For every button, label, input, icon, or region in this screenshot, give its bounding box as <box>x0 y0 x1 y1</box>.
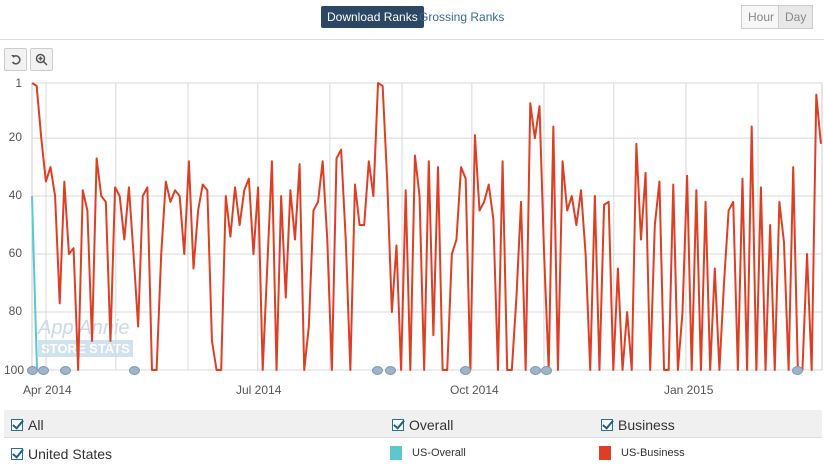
checkbox-icon[interactable] <box>11 419 23 431</box>
filter-row <box>4 410 822 438</box>
event-marker-icon[interactable] <box>129 366 140 375</box>
day-button[interactable]: Day <box>778 5 814 29</box>
event-marker-icon[interactable] <box>60 366 71 375</box>
watermark-logo: App Annie STORE STATS <box>38 318 133 357</box>
zoom-in-icon <box>35 53 48 66</box>
x-tick: Jul 2014 <box>236 383 282 397</box>
filter-label: All <box>28 417 44 433</box>
x-tick: Apr 2014 <box>23 383 72 397</box>
undo-icon <box>10 54 21 65</box>
event-marker-icon[interactable] <box>27 366 38 375</box>
rank-chart[interactable] <box>0 0 824 400</box>
y-tick: 60 <box>8 246 22 260</box>
checkbox-icon[interactable] <box>601 419 613 431</box>
event-marker-icon[interactable] <box>38 366 49 375</box>
filter-label: Business <box>618 417 675 433</box>
series-line-us-business <box>31 82 822 371</box>
legend-label: US-Overall <box>412 447 466 459</box>
event-marker-icon[interactable] <box>372 366 383 375</box>
divider <box>0 39 824 40</box>
zoom-in-button[interactable] <box>30 48 53 71</box>
event-marker-icon[interactable] <box>385 366 396 375</box>
hour-button[interactable]: Hour <box>741 5 782 29</box>
y-tick: 1 <box>15 76 22 90</box>
y-tick: 40 <box>8 188 22 202</box>
series-line-us-overall <box>31 196 38 371</box>
tab-download-ranks[interactable]: Download Ranks <box>321 6 424 28</box>
filter-overall[interactable]: Overall <box>392 417 453 433</box>
legend-swatch <box>390 446 402 460</box>
x-tick: Oct 2014 <box>450 383 499 397</box>
checkbox-icon[interactable] <box>392 419 404 431</box>
filter-united-states[interactable]: United States <box>11 446 112 462</box>
legend-label: US-Business <box>621 447 685 459</box>
filter-all[interactable]: All <box>11 417 44 433</box>
filter-label: Overall <box>409 417 454 433</box>
event-marker-icon[interactable] <box>530 366 541 375</box>
legend-us-overall[interactable]: US-Overall <box>390 446 466 460</box>
checkbox-icon[interactable] <box>11 448 23 460</box>
event-marker-icon[interactable] <box>792 366 803 375</box>
legend-swatch <box>599 446 611 460</box>
y-tick: 80 <box>8 304 22 318</box>
y-tick: 20 <box>8 130 22 144</box>
tab-grossing-ranks[interactable]: Grossing Ranks <box>419 10 505 24</box>
event-marker-icon[interactable] <box>460 366 471 375</box>
filter-label: United States <box>28 446 113 462</box>
legend-us-business[interactable]: US-Business <box>599 446 685 460</box>
x-tick: Jan 2015 <box>664 383 714 397</box>
reset-zoom-button[interactable] <box>4 48 27 71</box>
y-tick: 100 <box>3 363 24 377</box>
filter-business[interactable]: Business <box>601 417 675 433</box>
event-marker-icon[interactable] <box>541 366 552 375</box>
